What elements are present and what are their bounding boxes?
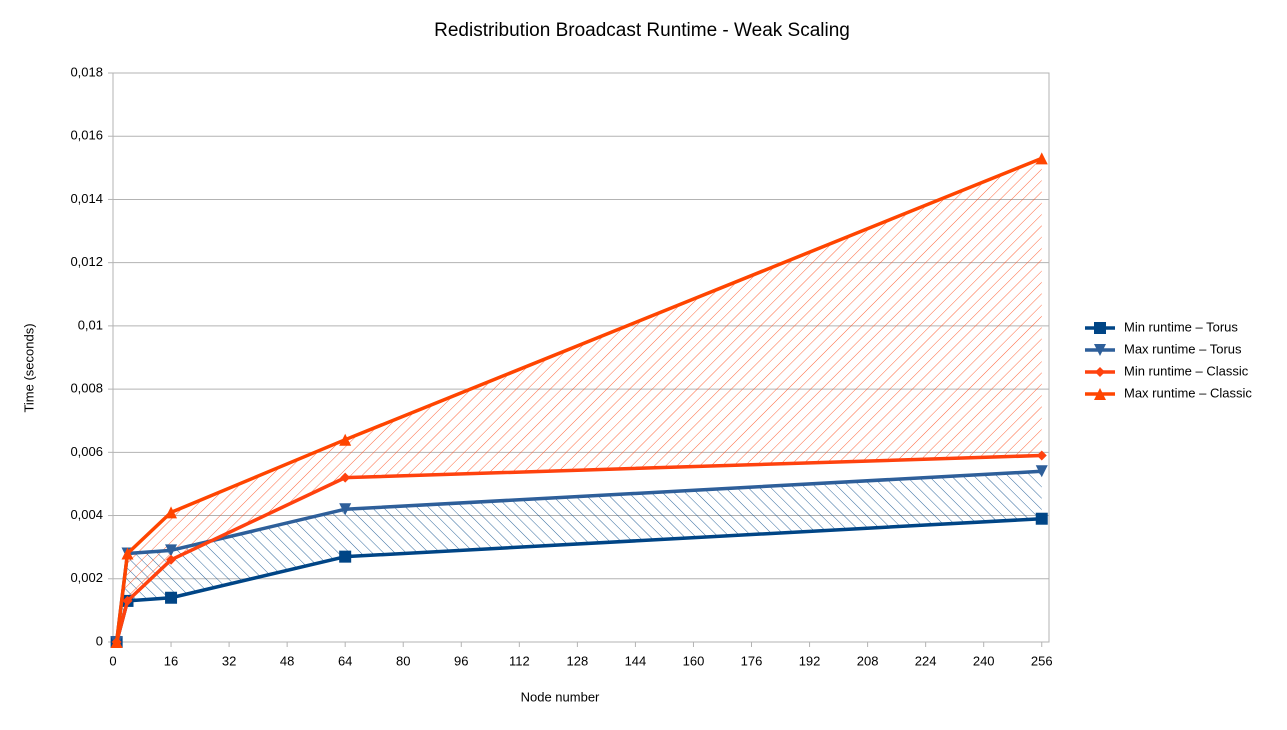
data-point xyxy=(339,503,352,516)
data-point xyxy=(110,636,123,648)
x-axis-label: Node number xyxy=(521,689,600,704)
data-point xyxy=(166,554,177,565)
x-tick-label: 16 xyxy=(164,653,178,668)
legend-label: Max runtime – Classic xyxy=(1124,385,1252,400)
y-tick-label: 0 xyxy=(96,633,103,648)
data-point xyxy=(165,591,178,604)
x-tick-label: 192 xyxy=(799,653,821,668)
x-tick-label: 0 xyxy=(109,653,116,668)
x-tick-label: 48 xyxy=(280,653,294,668)
data-point xyxy=(165,506,178,519)
legend-label: Min runtime – Classic xyxy=(1124,363,1249,378)
x-tick-label: 160 xyxy=(683,653,705,668)
x-tick-label: 32 xyxy=(222,653,236,668)
x-tick-label: 208 xyxy=(857,653,879,668)
x-tick-label: 112 xyxy=(509,653,530,668)
x-tick-label: 128 xyxy=(567,653,589,668)
legend-marker xyxy=(1094,322,1106,334)
plot-frame xyxy=(112,72,1050,643)
data-point xyxy=(339,550,352,563)
x-tick-label: 256 xyxy=(1031,653,1053,668)
legend-marker xyxy=(1094,344,1106,356)
x-tick-label: 80 xyxy=(396,653,410,668)
y-tick-label: 0,004 xyxy=(70,507,103,522)
x-tick-label: 224 xyxy=(915,653,937,668)
range-band xyxy=(116,471,1042,642)
y-tick-label: 0,018 xyxy=(70,64,103,79)
x-tick-label: 64 xyxy=(338,653,352,668)
legend-label: Min runtime – Torus xyxy=(1124,319,1238,334)
data-point xyxy=(339,433,352,446)
y-tick-label: 0,006 xyxy=(70,444,103,459)
y-axis-label: Time (seconds) xyxy=(21,323,36,412)
y-tick-label: 0,016 xyxy=(70,128,103,143)
data-point xyxy=(122,595,133,606)
data-point xyxy=(1035,512,1048,525)
x-tick-label: 240 xyxy=(973,653,995,668)
y-tick-label: 0,008 xyxy=(70,381,103,396)
data-point xyxy=(1036,450,1047,461)
data-point xyxy=(1035,465,1048,478)
data-point xyxy=(121,547,134,560)
y-tick-label: 0,01 xyxy=(78,317,103,332)
x-tick-label: 96 xyxy=(454,653,468,668)
x-tick-label: 176 xyxy=(741,653,763,668)
legend-marker xyxy=(1094,388,1106,400)
x-tick-label: 144 xyxy=(625,653,647,668)
data-point xyxy=(340,472,351,483)
legend-marker xyxy=(1095,367,1105,377)
data-point xyxy=(1035,152,1048,165)
chart-title: Redistribution Broadcast Runtime - Weak … xyxy=(434,20,850,41)
legend-label: Max runtime – Torus xyxy=(1124,341,1242,356)
data-point xyxy=(165,544,178,557)
y-tick-label: 0,012 xyxy=(70,254,103,269)
y-tick-label: 0,002 xyxy=(70,570,103,585)
range-band xyxy=(116,158,1042,642)
y-tick-label: 0,014 xyxy=(70,191,103,206)
